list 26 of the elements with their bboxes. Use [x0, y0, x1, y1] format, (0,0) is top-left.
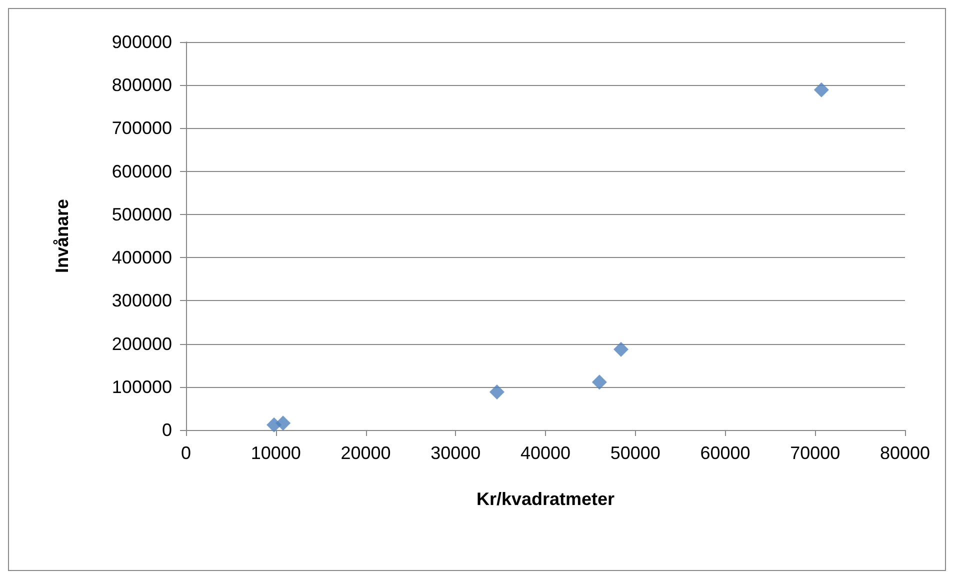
y-tick-label: 300000: [112, 290, 172, 311]
x-tick-label: 60000: [700, 443, 750, 463]
y-tick-label: 500000: [112, 204, 172, 224]
x-tick-label: 0: [180, 443, 192, 463]
x-tick-label: 10000: [250, 443, 301, 463]
point: [276, 416, 291, 431]
y-tick-label: 0: [162, 420, 172, 440]
point: [814, 82, 829, 98]
x-tick-label: 80000: [880, 443, 930, 463]
x-tick-label: 20000: [340, 443, 391, 463]
y-axis-title: Invånare: [52, 198, 72, 274]
y-tick-label: 900000: [112, 32, 172, 52]
y-tick-label: 700000: [112, 118, 172, 138]
y-tick-label: 800000: [112, 75, 172, 96]
x-tick-label: 40000: [520, 443, 571, 463]
point: [613, 342, 628, 357]
point: [592, 374, 607, 390]
point: [489, 384, 504, 400]
x-tick-label: 50000: [610, 443, 660, 463]
x-tick-label: 70000: [790, 443, 840, 463]
y-tick-label: 100000: [112, 376, 172, 397]
x-axis-title: Kr/kvadratmeter: [476, 489, 615, 509]
y-tick-label: 200000: [112, 334, 172, 354]
y-tick-label: 400000: [112, 248, 172, 268]
y-tick-label: 600000: [112, 161, 172, 182]
x-tick-label: 30000: [430, 443, 481, 463]
